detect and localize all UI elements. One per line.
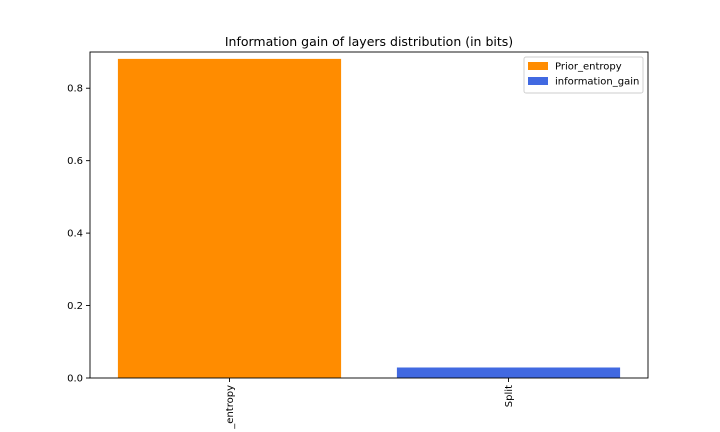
legend-label: Prior_entropy xyxy=(555,62,622,73)
x-tick-label: _entropy xyxy=(225,385,236,430)
plot-frame xyxy=(89,51,649,379)
x-axis: _entropy Split xyxy=(225,378,515,430)
bars-layer xyxy=(117,58,621,378)
legend-box xyxy=(523,56,644,94)
legend-swatch xyxy=(528,77,548,85)
chart-title: Information gain of layers distribution … xyxy=(225,34,513,49)
y-tick-label: 0.0 xyxy=(67,374,83,385)
legend-swatch xyxy=(528,62,548,70)
legend: Prior_entropy information_gain xyxy=(523,56,644,94)
y-tick-label: 0.4 xyxy=(67,229,83,240)
y-tick-label: 0.8 xyxy=(67,84,83,95)
y-axis: 0.0 0.2 0.4 0.6 0.8 xyxy=(67,84,90,385)
legend-label: information_gain xyxy=(555,77,639,88)
bar-prior-entropy xyxy=(117,58,342,378)
y-tick-label: 0.6 xyxy=(67,156,83,167)
bar-information-gain xyxy=(396,367,621,378)
x-tick-label: Split xyxy=(504,385,515,407)
y-tick-label: 0.2 xyxy=(67,301,83,312)
